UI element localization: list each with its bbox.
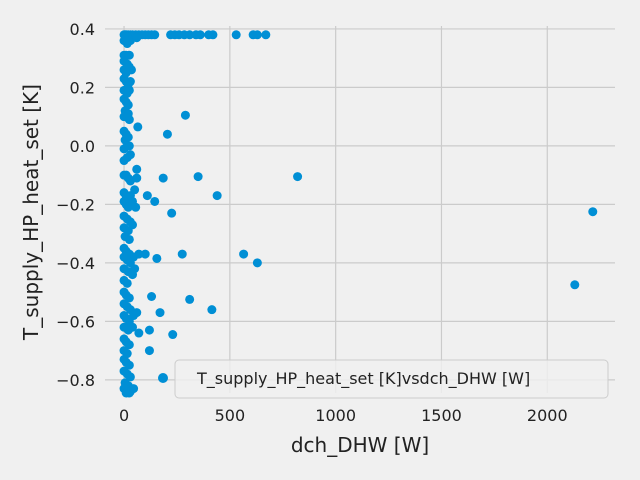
data-point (128, 322, 138, 332)
x-tick-label: 500 (215, 406, 246, 425)
legend: T_supply_HP_heat_set [K]vsdch_DHW [W] (158, 359, 609, 399)
data-point (140, 249, 150, 259)
y-tick-label: 0.2 (70, 78, 95, 97)
data-point (158, 173, 168, 183)
data-point (124, 115, 134, 125)
data-point (124, 141, 134, 151)
data-point (142, 191, 152, 201)
data-point (144, 325, 154, 335)
y-tick-label: −0.6 (56, 312, 95, 331)
x-tick-label: 1000 (315, 406, 356, 425)
data-point (177, 249, 187, 259)
x-tick-label: 0 (119, 406, 129, 425)
y-tick-labels: 0.4 0.2 0.0 −0.2 −0.4 −0.6 −0.8 (56, 20, 95, 390)
data-point (180, 110, 190, 120)
legend-marker (158, 373, 168, 383)
data-point (124, 234, 134, 244)
data-point (208, 30, 218, 40)
data-point (124, 293, 134, 303)
legend-label: T_supply_HP_heat_set [K]vsdch_DHW [W] (196, 369, 530, 389)
data-point (128, 270, 138, 280)
data-point (212, 191, 222, 201)
data-point (150, 196, 160, 206)
data-point (150, 30, 160, 40)
x-axis-label: dch_DHW [W] (291, 433, 429, 457)
data-point (293, 172, 303, 182)
data-point (131, 202, 141, 212)
y-tick-label: −0.2 (56, 195, 95, 214)
y-tick-label: −0.4 (56, 254, 95, 273)
data-point (155, 308, 165, 318)
data-point (124, 340, 134, 350)
data-point (134, 249, 144, 259)
data-point (147, 291, 157, 301)
data-point (128, 220, 138, 230)
data-point (162, 129, 172, 139)
x-tick-labels: 0 500 1000 1500 2000 (119, 406, 568, 425)
data-point (125, 372, 135, 382)
data-point (193, 172, 203, 182)
data-point (167, 208, 177, 218)
data-point (252, 30, 262, 40)
data-point (134, 328, 144, 338)
data-point (252, 258, 262, 268)
x-tick-label: 1500 (421, 406, 462, 425)
data-point (185, 294, 195, 304)
data-point (239, 249, 249, 259)
y-tick-label: −0.8 (56, 371, 95, 390)
data-point (122, 39, 132, 49)
data-point (144, 346, 154, 356)
data-point (130, 185, 140, 195)
data-point (125, 77, 135, 87)
data-point (570, 280, 580, 290)
legend-box (174, 359, 609, 399)
y-axis-label: T_supply_HP_heat_set [K] (19, 84, 43, 341)
data-point (125, 150, 135, 160)
data-point (132, 173, 142, 183)
data-point (129, 384, 139, 394)
data-point (132, 308, 142, 318)
data-point (207, 305, 217, 315)
data-point (132, 164, 142, 174)
x-tick-label: 2000 (527, 406, 568, 425)
data-point (124, 85, 134, 95)
data-point (261, 30, 271, 40)
y-tick-label: 0.0 (70, 137, 95, 156)
data-point (124, 50, 134, 60)
data-point (122, 278, 132, 288)
data-point (588, 207, 598, 217)
grid-lines (105, 26, 615, 393)
data-point (195, 30, 205, 40)
y-tick-label: 0.4 (70, 20, 95, 39)
data-point (231, 30, 241, 40)
data-point (185, 30, 195, 40)
data-point (152, 253, 162, 263)
data-point (133, 122, 143, 132)
data-point (126, 65, 136, 75)
data-point (124, 360, 134, 370)
data-point (132, 33, 142, 43)
data-point (168, 330, 178, 340)
scatter-points (119, 30, 598, 398)
